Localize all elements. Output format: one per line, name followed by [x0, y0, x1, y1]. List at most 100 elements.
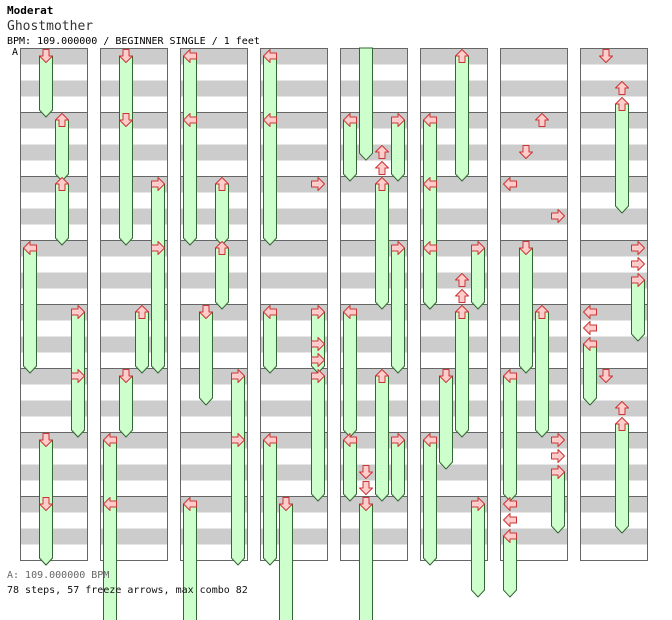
step-arrow-right — [151, 177, 165, 191]
measure-cell — [580, 112, 648, 177]
beat-stripe — [180, 464, 248, 481]
step-arrow-left — [263, 305, 277, 319]
freeze-arrow-up — [375, 375, 389, 502]
step-arrow-left — [263, 49, 277, 63]
measure-cell — [20, 48, 88, 113]
freeze-arrow-right — [391, 439, 405, 502]
beat-stripe — [180, 400, 248, 417]
step-arrow-up — [135, 305, 149, 319]
beat-stripe — [20, 208, 88, 225]
beat-stripe — [20, 112, 88, 129]
beat-stripe — [260, 432, 328, 449]
step-arrow-left — [343, 113, 357, 127]
beat-stripe — [100, 496, 168, 513]
beat-stripe — [20, 272, 88, 289]
beat-stripe — [500, 272, 568, 289]
step-arrow-right — [631, 241, 645, 255]
step-arrow-right — [311, 337, 325, 351]
beat-stripe — [180, 336, 248, 353]
step-arrow-up — [455, 289, 469, 303]
freeze-arrow-up — [615, 423, 629, 534]
beat-stripe — [420, 80, 488, 97]
step-arrow-right — [231, 369, 245, 383]
beat-stripe — [340, 240, 408, 257]
beat-stripe — [340, 336, 408, 353]
freeze-arrow-up — [375, 183, 389, 310]
freeze-arrow-down — [119, 119, 133, 246]
freeze-arrow-up — [215, 183, 229, 246]
step-arrow-up — [215, 177, 229, 191]
freeze-arrow-left — [503, 375, 517, 502]
beat-stripe — [20, 240, 88, 257]
step-arrow-right — [391, 241, 405, 255]
chart-column-7 — [500, 48, 568, 561]
beat-stripe — [500, 496, 568, 513]
beat-stripe — [100, 176, 168, 193]
song-title: Ghostmother — [7, 19, 94, 34]
freeze-arrow-left — [183, 503, 197, 620]
freeze-arrow-right — [231, 439, 245, 566]
measure-cell — [340, 496, 408, 561]
freeze-arrow-down — [439, 375, 453, 470]
bpm-marker-label: A — [12, 47, 19, 58]
beat-stripe — [420, 240, 488, 257]
step-arrow-down — [519, 145, 533, 159]
step-arrow-down — [439, 369, 453, 383]
beat-stripe — [500, 112, 568, 129]
step-arrow-right — [231, 433, 245, 447]
beat-stripe — [260, 176, 328, 193]
measure-cell — [100, 112, 168, 177]
beat-stripe — [20, 528, 88, 545]
step-arrow-down — [39, 497, 53, 511]
step-arrow-left — [183, 113, 197, 127]
beat-stripe — [100, 432, 168, 449]
measure-cell — [100, 48, 168, 113]
beat-stripe — [420, 208, 488, 225]
freeze-arrow-left — [423, 439, 437, 566]
freeze-arrow-down — [39, 503, 53, 566]
freeze-arrow-up — [55, 183, 69, 246]
beat-stripe — [420, 144, 488, 161]
beat-stripe — [500, 368, 568, 385]
step-arrow-left — [423, 177, 437, 191]
beat-stripe — [20, 496, 88, 513]
measure-cell — [580, 240, 648, 305]
measure-border — [420, 496, 488, 561]
beat-stripe — [180, 368, 248, 385]
step-arrow-right — [311, 353, 325, 367]
beat-stripe — [100, 208, 168, 225]
beat-stripe — [180, 176, 248, 193]
beat-stripe — [20, 144, 88, 161]
step-arrow-left — [583, 321, 597, 335]
step-arrow-right — [391, 113, 405, 127]
beat-stripe — [420, 48, 488, 65]
beat-stripe — [340, 432, 408, 449]
beat-stripe — [580, 464, 648, 481]
beat-stripe — [420, 304, 488, 321]
step-arrow-left — [423, 433, 437, 447]
step-arrow-up — [615, 81, 629, 95]
beat-stripe — [260, 336, 328, 353]
step-arrow-up — [375, 369, 389, 383]
beat-stripe — [580, 80, 648, 97]
beat-stripe — [500, 240, 568, 257]
beat-stripe — [340, 144, 408, 161]
measure-border — [580, 496, 648, 561]
beat-stripe — [100, 240, 168, 257]
freeze-arrow-left — [343, 119, 357, 182]
beat-stripe — [340, 112, 408, 129]
beat-stripe — [500, 304, 568, 321]
measure-cell — [580, 176, 648, 241]
beat-stripe — [20, 464, 88, 481]
step-arrow-up — [615, 417, 629, 431]
freeze-arrow-left — [263, 311, 277, 374]
beat-stripe — [260, 496, 328, 513]
measure-cell — [180, 240, 248, 305]
step-arrow-up — [215, 241, 229, 255]
measure-border — [500, 496, 568, 561]
step-arrow-right — [471, 241, 485, 255]
measure-cell — [500, 304, 568, 369]
beat-stripe — [100, 304, 168, 321]
step-arrow-left — [503, 513, 517, 527]
